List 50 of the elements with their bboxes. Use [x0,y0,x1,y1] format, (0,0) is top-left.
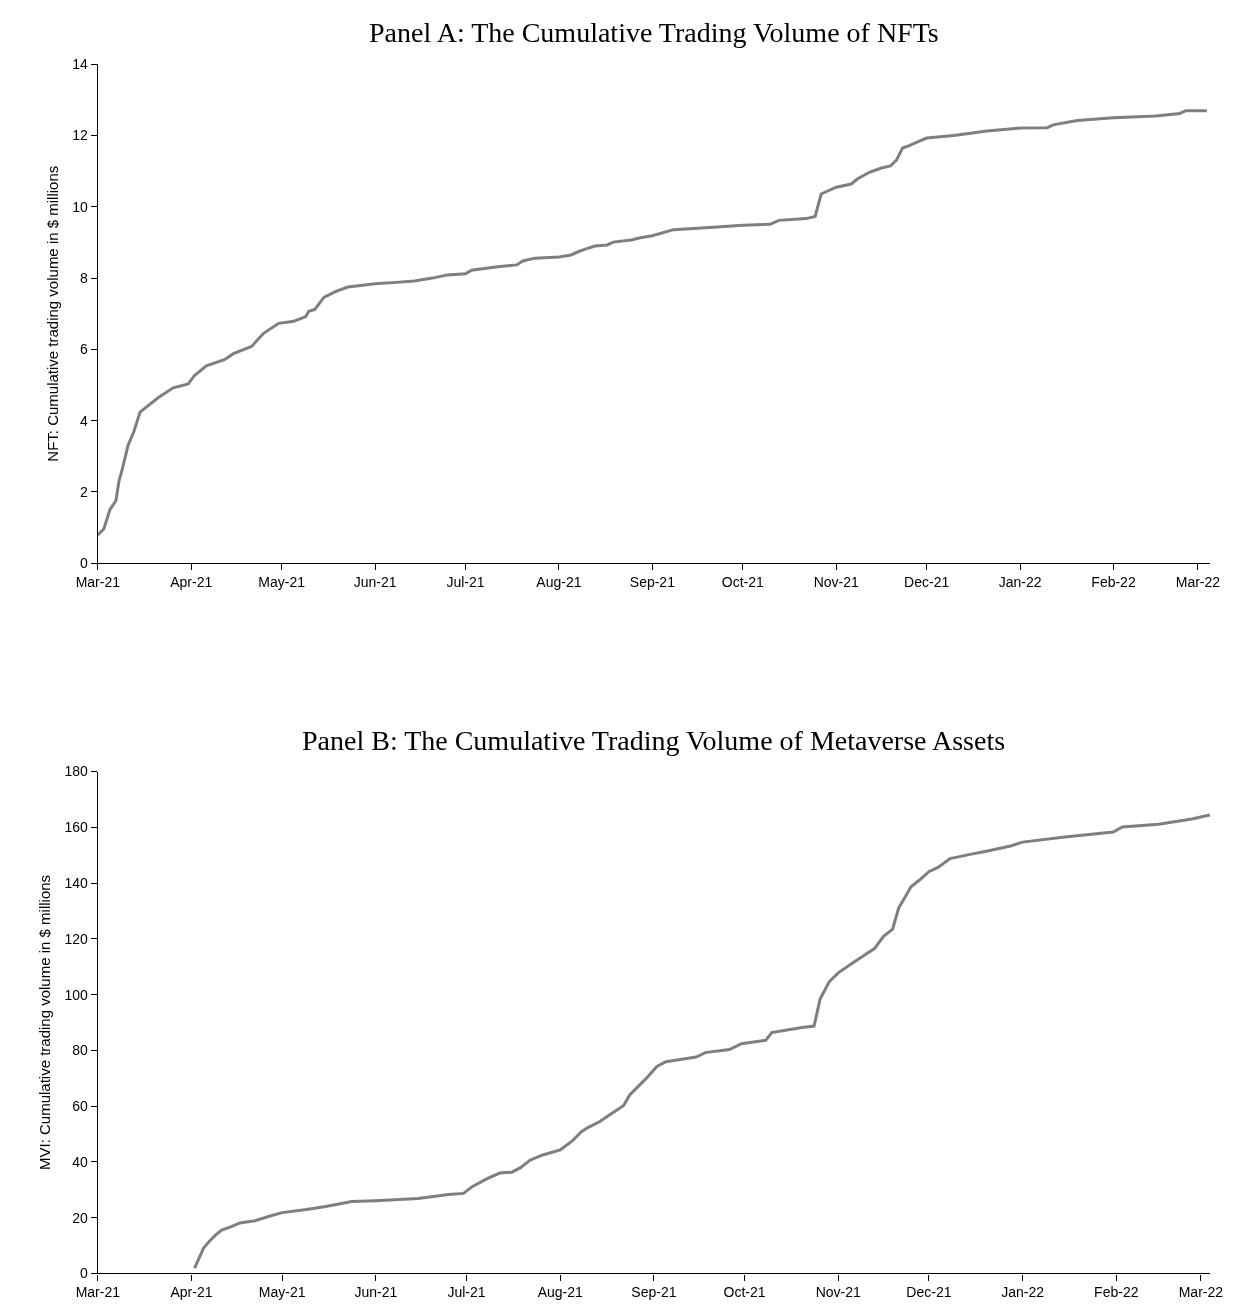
y-tick-label: 6 [80,341,89,358]
y-axis-title: MVI: Cumulative trading volume in $ millions [35,874,53,1171]
y-axis-title: NFT: Cumulative trading volume in $ millions [43,165,61,462]
y-tick-label: 0 [80,555,89,572]
y-tick-label: 120 [64,930,89,947]
y-tick-label: 2 [80,483,89,500]
y-tick-label: 12 [72,127,89,144]
x-tick-label: Aug-21 [537,1284,583,1301]
x-tick-label: Jan-22 [1001,1284,1045,1301]
x-tick-label: Jul-21 [447,1284,486,1301]
x-tick-label: Feb-22 [1094,1284,1139,1301]
y-tick-label: 8 [80,270,89,286]
x-tick-label: Sep-21 [629,574,676,591]
y-tick-label: 160 [64,819,89,836]
x-tick-label: Dec-21 [904,574,950,591]
x-tick-label: Nov-21 [815,1284,862,1301]
y-tick-label: 0 [80,1265,89,1282]
y-tick-label: 100 [64,986,89,1003]
y-tick-label: 40 [72,1153,89,1170]
x-tick-label: Mar-22 [1178,1284,1224,1301]
x-tick-label: Feb-22 [1091,574,1136,591]
x-tick-label: Oct-21 [721,574,765,591]
x-tick-label: Jun-21 [353,574,397,591]
x-tick-label: Mar-22 [1175,574,1221,591]
line-series [97,109,1209,537]
x-tick-label: Dec-21 [906,1284,952,1301]
x-tick-label: Apr-21 [170,1284,213,1301]
x-tick-label: May-21 [258,1284,306,1301]
x-tick-label: Jan-22 [998,574,1042,591]
x-tick-label: Aug-21 [536,574,582,591]
x-tick-label: Jul-21 [446,574,485,591]
y-tick-label: 4 [80,412,89,429]
x-tick-label: Mar-21 [75,574,121,591]
y-tick-label: 80 [72,1042,89,1059]
chart-title: Panel A: The Cumulative Trading Volume of NFTs [369,17,939,48]
x-tick-label: Nov-21 [813,574,859,591]
chart-title: Panel B: The Cumulative Trading Volume of Metaverse Assets [302,725,1006,756]
y-tick-label: 10 [72,198,89,215]
x-tick-label: Jun-21 [354,1284,398,1301]
line-series [193,813,1210,1270]
y-tick-label: 20 [72,1209,89,1226]
x-tick-label: May-21 [258,574,306,591]
y-tick-label: 140 [64,874,89,891]
y-tick-label: 14 [72,56,89,73]
y-tick-label: 60 [72,1098,89,1115]
y-tick-label: 180 [64,763,89,780]
x-tick-label: Oct-21 [723,1284,766,1301]
x-tick-label: Sep-21 [631,1284,677,1301]
x-tick-label: Mar-21 [75,1284,121,1301]
x-tick-label: Apr-21 [170,574,213,591]
